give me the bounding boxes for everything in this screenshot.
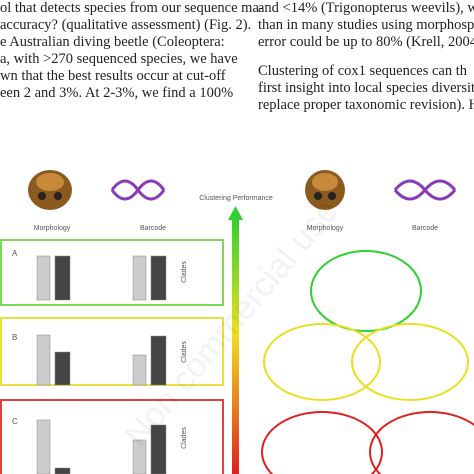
cluster-ellipse xyxy=(369,411,474,474)
text-line: and <14% (Trigonopterus weevils), we f xyxy=(258,0,474,16)
side-label: Clades xyxy=(181,341,188,363)
text-line: een 2 and 3%. At 2-3%, we find a 100% xyxy=(0,85,233,101)
panel-c xyxy=(0,399,224,474)
text-line: accuracy? (qualitative assessment) (Fig.… xyxy=(0,17,251,33)
cluster-ellipse xyxy=(261,411,383,474)
text-line: wn that the best results occur at cut-of… xyxy=(0,68,226,84)
performance-arrow xyxy=(232,218,239,474)
side-label: Clades xyxy=(181,427,188,449)
text-line: a, with >270 sequenced species, we have xyxy=(0,51,238,67)
panel-a xyxy=(0,239,224,306)
arrow-head xyxy=(228,206,243,220)
beetle-icon xyxy=(305,170,345,210)
panel-label: B xyxy=(12,333,17,342)
side-label: Clades xyxy=(181,261,188,283)
text-line: first insight into local species diversi… xyxy=(258,80,474,96)
arrow-label: Clustering Performance xyxy=(199,195,273,202)
text-line: than in many studies using morphospeci xyxy=(258,17,474,33)
column-label: Barcode xyxy=(412,225,438,232)
column-label: Morphology xyxy=(307,225,344,232)
cluster-ellipse xyxy=(310,250,422,332)
text-line: ol that detects species from our sequenc… xyxy=(0,0,264,16)
panel-b xyxy=(0,317,224,386)
text-line: error could be up to 80% (Krell, 2004). xyxy=(258,34,474,50)
dna-icon xyxy=(393,179,457,201)
cluster-ellipse xyxy=(351,323,469,401)
cluster-ellipse xyxy=(263,323,381,401)
panel-label: C xyxy=(12,417,18,426)
column-label: Barcode xyxy=(140,225,166,232)
column-label: Morphology xyxy=(34,225,71,232)
beetle-icon xyxy=(28,170,72,210)
text-line: Clustering of cox1 sequences can th xyxy=(258,63,468,79)
text-line: replace proper taxonomic revision). How xyxy=(258,97,474,113)
dna-icon xyxy=(110,179,166,201)
text-line: e Australian diving beetle (Coleoptera: xyxy=(0,34,225,50)
panel-label: A xyxy=(12,249,18,258)
bars xyxy=(36,255,167,474)
